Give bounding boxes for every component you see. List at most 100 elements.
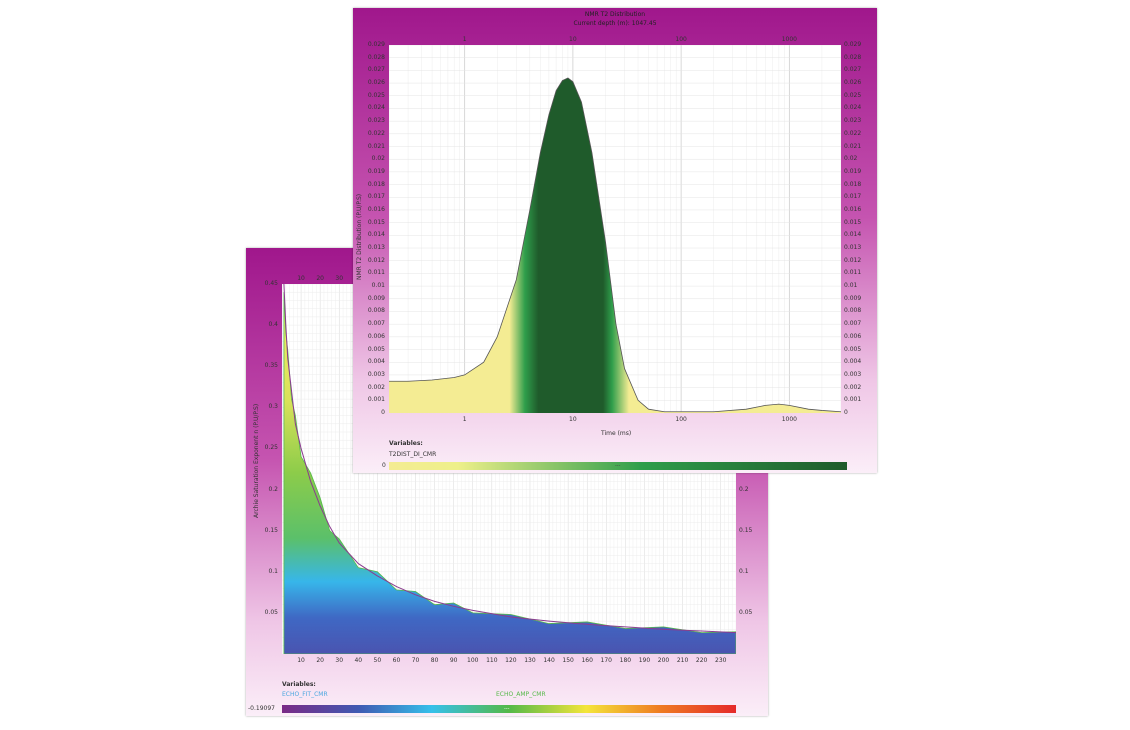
t2-plot-area [389,45,841,413]
y-tick-label-right: 0.013 [844,244,862,252]
y-tick-label: 0.014 [367,231,385,239]
t2-chart [389,45,841,413]
x-top-tick-label: 1000 [781,36,797,43]
x-axis-label: Time (ms) [601,430,632,437]
y-tick-label: 0 [381,409,385,416]
y-tick-label: 0.005 [367,345,385,353]
x-top-tick-label: 1 [462,36,467,43]
y-tick-label: 0.018 [367,180,385,188]
echo-y-axis-label: Archie Saturation Exponent n (P.U/P.S) [253,403,260,518]
x-top-tick-label: 10 [569,36,577,43]
echo-x-tick-label: 70 [411,657,420,664]
y-tick-label-right: 0.019 [844,167,862,175]
y-tick-label-right: 0.005 [844,345,862,353]
echo-x-tick-label: 10 [297,657,305,664]
t2-area [389,77,841,413]
t2-colorbar-min: 0 [382,462,386,469]
y-tick-label-right: 0.023 [844,117,862,125]
echo-y-tick-label: 0.2 [268,485,278,493]
echo-x-tick-label: 180 [619,657,632,664]
y-tick-label: 0.002 [367,383,385,391]
echo-x-tick-label: 30 [335,657,344,664]
y-tick-label: 0.007 [367,320,385,328]
y-tick-label: 0.016 [367,205,385,213]
echo-y-tick-label: 0.1 [268,567,278,575]
y-tick-label: 0.024 [367,104,385,112]
y-tick-label: 0.003 [367,370,385,378]
echo-y-tick-label: 0.4 [268,321,278,329]
y-tick-label: 0.013 [367,244,385,252]
y-tick-label-right: 0.015 [844,218,862,226]
y-tick-label: 0.028 [367,53,385,61]
y-tick-label: 0.019 [367,167,385,175]
x-tick-label: 1 [462,416,467,423]
y-tick-label-right: 0.007 [844,320,862,328]
echo-x-tick-label: 60 [392,657,401,664]
echo-y-tick-label-right: 0.2 [739,485,749,493]
echo-y-tick-label-right: 0.1 [739,567,749,575]
echo-x-tick-label: 170 [600,657,612,664]
y-tick-label: 0.025 [367,91,385,99]
chart-title: NMR T2 Distribution [584,11,646,18]
echo-fit-line [283,284,736,634]
echo-x-tick-label: 110 [486,657,498,664]
y-tick-label-right: 0.009 [844,294,862,302]
t2-chart-panel: NMR T2 Distribution Current depth (m): 1… [353,8,877,473]
y-tick-label: 0.001 [367,396,385,404]
echo-y-tick-label-right: 0.15 [739,526,753,534]
echo-y-tick-label: 0.3 [268,403,278,411]
echo-x-tick-label: 40 [354,657,363,664]
y-tick-label: 0.02 [371,155,385,163]
echo-colorbar-min: -0.19097 [248,705,275,712]
echo-x-tick-label: 230 [715,657,727,664]
y-tick-label: 0.022 [367,129,385,137]
y-tick-label: 0.004 [367,358,385,366]
y-tick-label-right: 0.002 [844,383,862,391]
y-tick-label-right: 0.025 [844,91,862,99]
y-tick-label-right: 0.017 [844,193,862,201]
x-top-tick-label: 100 [675,36,687,43]
echo-x-tick-label: 220 [695,657,708,664]
echo-y-tick-label: 0.25 [264,444,278,452]
echo-x-tick-label: 120 [505,657,517,664]
t2-line [389,77,841,413]
echo-fit-legend: ECHO_FIT_CMR [282,691,328,698]
x-tick-label: 10 [569,416,577,423]
echo-x-tick-label: 190 [638,657,651,664]
echo-y-tick-label: 0.05 [264,608,278,616]
y-tick-label: 0.008 [367,307,385,315]
y-tick-label-right: 0.008 [844,307,862,315]
x-tick-label: 1000 [781,416,797,423]
echo-amp-legend: ECHO_AMP_CMR [496,691,546,698]
echo-x-tick-label: 100 [467,657,479,664]
y-tick-label-right: 0.021 [844,142,862,150]
chart-subtitle: Current depth (m): 1047.45 [573,20,657,27]
y-tick-label-right: 0.004 [844,358,862,366]
y-tick-label-right: 0.014 [844,231,862,239]
echo-y-tick-label: 0.35 [264,362,278,370]
y-tick-label: 0.027 [367,66,385,74]
y-tick-label: 0.011 [367,269,385,277]
y-tick-label-right: 0.029 [844,41,862,48]
echo-colorbar-mid: --- [504,706,510,712]
y-tick-label: 0.023 [367,117,385,125]
echo-x-tick-label: 90 [449,657,458,664]
echo-x-tick-label: 20 [316,657,324,664]
t2-colorbar-mid: --- [615,463,621,469]
y-tick-label-right: 0.003 [844,370,862,378]
y-tick-label: 0.012 [367,256,385,264]
echo-y-tick-label-right: 0.05 [739,608,753,616]
y-tick-label-right: 0.006 [844,332,862,340]
t2-variable-label: T2DIST_DI_CMR [389,451,437,458]
echo-x-tick-label: 50 [373,657,382,664]
y-tick-label-right: 0.024 [844,104,862,112]
y-tick-label-right: 0.026 [844,79,862,87]
x-tick-label: 100 [675,416,687,423]
y-tick-label: 0.01 [371,282,385,290]
echo-top-tick-label: 30 [335,275,344,282]
t2-legend-title: Variables: [389,440,423,447]
t2-colorbar [389,462,847,470]
y-tick-label-right: 0.011 [844,269,862,277]
y-tick-label-right: 0.016 [844,205,862,213]
y-tick-label: 0.015 [367,218,385,226]
